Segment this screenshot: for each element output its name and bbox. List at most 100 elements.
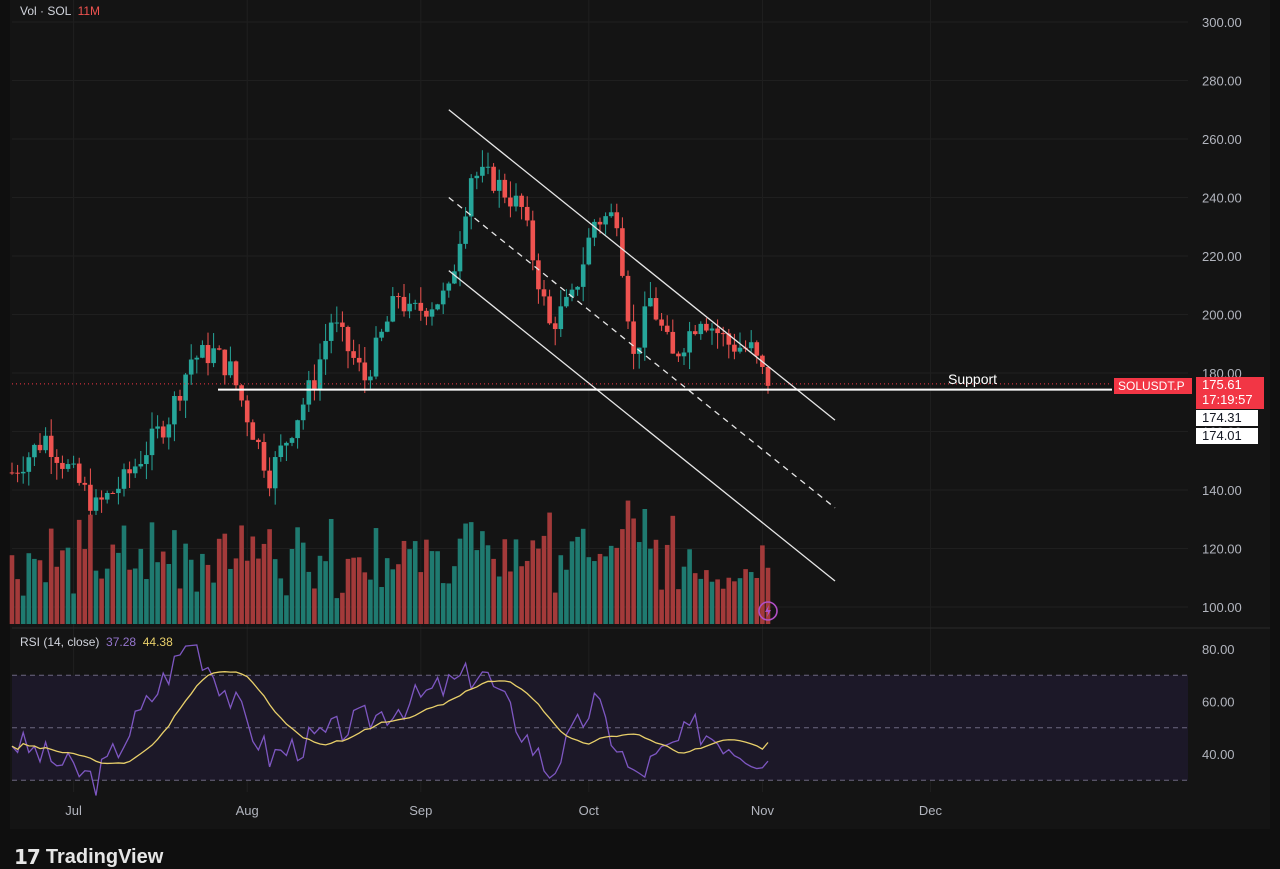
tradingview-logo-icon: 17	[14, 845, 41, 869]
volume-bar	[653, 539, 659, 624]
volume-bar	[205, 564, 211, 624]
candle-body	[407, 303, 412, 312]
volume-bar	[284, 595, 289, 624]
level-tag-2[interactable]: 174.01	[1196, 428, 1258, 444]
rsi-axis-label: 40.00	[1202, 747, 1235, 762]
volume-bar	[664, 544, 670, 624]
volume-bar	[485, 545, 491, 624]
candle-body	[547, 296, 552, 324]
price-axis-label: 120.00	[1202, 542, 1242, 557]
rsi-ma-value: 44.38	[142, 635, 173, 649]
candle-body	[54, 456, 60, 463]
volume-bar	[575, 536, 580, 624]
candle-body	[726, 333, 732, 345]
volume-bar	[356, 557, 362, 624]
candle-body	[536, 260, 541, 290]
candle-body	[278, 445, 284, 458]
volume-bar	[435, 551, 440, 624]
volume-bar	[659, 589, 664, 624]
volume-bar	[104, 568, 110, 624]
candle-body	[670, 331, 676, 354]
candle-body	[121, 469, 127, 489]
volume-bar	[149, 522, 155, 624]
volume-legend: Vol · SOL 11M	[20, 4, 100, 18]
candle-body	[754, 342, 760, 356]
volume-bar	[704, 570, 709, 624]
candle-body	[306, 380, 312, 405]
candle-body	[569, 289, 575, 297]
rsi-title: RSI (14, close)	[20, 635, 100, 649]
lightning-icon	[765, 605, 771, 617]
candle-body	[99, 497, 104, 500]
symbol-tag[interactable]: SOLUSDT.P	[1114, 378, 1192, 394]
level-tag-1[interactable]: 174.31	[1196, 410, 1258, 426]
volume-bar	[317, 555, 323, 624]
volume-bar	[48, 528, 54, 624]
volume-bar	[188, 559, 194, 624]
last-price: 175.61	[1202, 377, 1242, 392]
time-axis-label: Sep	[409, 803, 432, 818]
volume-bar	[440, 583, 446, 624]
volume-bar	[463, 523, 468, 624]
candle-body	[412, 302, 418, 304]
tradingview-logo-text: TradingView	[45, 845, 164, 868]
volume-bar	[743, 569, 748, 624]
price-axis-label: 100.00	[1202, 600, 1242, 615]
candle-body	[177, 396, 183, 401]
volume-bar	[127, 569, 132, 624]
volume-bar	[429, 551, 435, 624]
candle-body	[698, 323, 704, 335]
volume-bar	[407, 549, 412, 624]
candle-body	[732, 344, 737, 352]
candle-body	[272, 457, 278, 489]
volume-bar	[603, 556, 608, 624]
volume-bar	[172, 530, 177, 624]
volume-bar	[687, 549, 692, 624]
candle-body	[205, 345, 211, 364]
candle-body	[491, 166, 496, 191]
candle-body	[765, 366, 771, 386]
candle-body	[620, 228, 625, 276]
volume-bar	[401, 540, 407, 624]
rsi-value: 37.28	[106, 635, 137, 649]
candle-body	[345, 326, 351, 352]
candle-body	[709, 328, 715, 331]
volume-bar	[138, 548, 144, 624]
countdown: 17:19:57	[1202, 392, 1253, 407]
candle-body	[704, 323, 709, 331]
volume-value: 11M	[77, 4, 101, 18]
replay-icon[interactable]	[758, 601, 778, 621]
candle-body	[508, 197, 513, 207]
candle-body	[132, 466, 138, 474]
volume-bar	[418, 572, 424, 624]
last-price-tag[interactable]: 175.61 17:19:57	[1196, 377, 1264, 409]
candle-body	[446, 283, 452, 291]
volume-bar	[155, 562, 160, 624]
volume-bar	[496, 576, 502, 624]
volume-bar	[216, 538, 222, 624]
volume-bar	[580, 528, 586, 624]
volume-bar	[558, 555, 564, 624]
volume-bar	[536, 548, 541, 624]
candle-body	[222, 349, 228, 376]
volume-bar	[564, 569, 569, 624]
volume-bar	[569, 541, 575, 624]
channel-line	[448, 270, 836, 582]
candle-body	[155, 426, 160, 429]
candle-body	[183, 374, 188, 401]
volume-bar	[480, 531, 485, 624]
candle-body	[440, 290, 446, 305]
volume-bar	[670, 515, 676, 624]
candle-body	[692, 331, 698, 335]
tradingview-logo[interactable]: 17 TradingView	[14, 845, 163, 869]
candle-body	[457, 243, 463, 272]
candle-body	[340, 322, 345, 327]
candle-body	[48, 435, 54, 457]
rsi-axis-label: 60.00	[1202, 695, 1235, 710]
volume-bar	[698, 578, 704, 624]
volume-bar	[748, 572, 754, 624]
volume-bar	[272, 559, 278, 624]
candle-body	[429, 309, 435, 317]
volume-bar	[71, 593, 76, 624]
